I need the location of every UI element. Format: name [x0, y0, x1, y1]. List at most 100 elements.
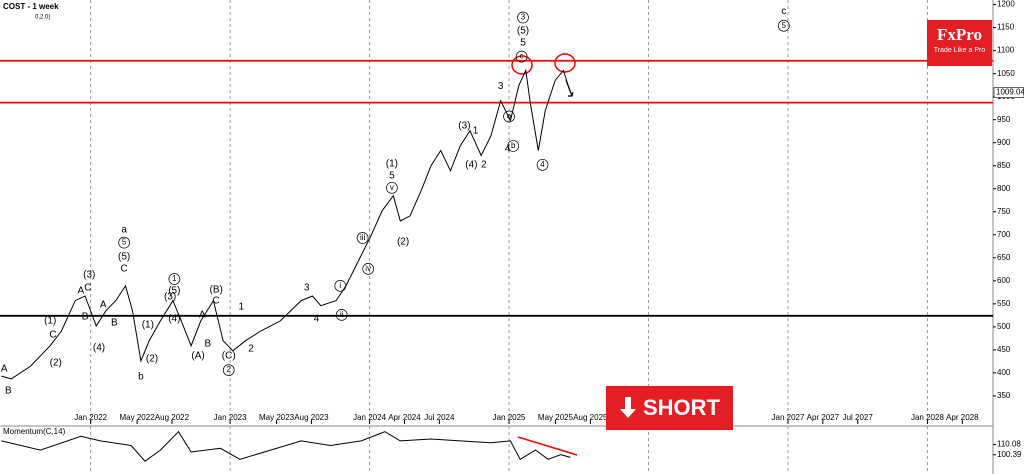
short-signal: SHORT: [606, 386, 733, 430]
wave-label: (5): [118, 252, 130, 263]
wave-label: C: [49, 329, 56, 340]
x-tick-label: Apr 2024: [388, 413, 421, 422]
wave-label: 2: [248, 344, 254, 355]
x-tick-label: Aug 2025: [573, 413, 608, 422]
wave-circle: [507, 140, 520, 152]
y-tick-label: 100.39: [997, 450, 1022, 459]
y-tick-label: 500: [997, 322, 1011, 331]
x-tick-label: Jan 2025: [493, 413, 526, 422]
wave-label: 4: [540, 160, 545, 169]
wave-label: 4: [314, 314, 320, 325]
wave-label: B: [5, 385, 12, 396]
wave-label: 2: [226, 365, 231, 374]
wave-label: (1): [142, 320, 154, 331]
x-tick-label: Apr 2027: [807, 413, 840, 422]
y-tick-label: 850: [997, 161, 1011, 170]
wave-circle: [386, 181, 398, 194]
price-line: [1, 430, 571, 462]
wave-label: 1: [473, 125, 479, 136]
wave-label: b: [511, 141, 516, 150]
wave-label: b: [138, 372, 144, 383]
y-tick-label: 800: [997, 184, 1011, 193]
wave-label: 3: [304, 282, 310, 293]
wave-label: B: [204, 339, 211, 350]
y-tick-label: 550: [997, 299, 1011, 308]
wave-label: 3: [521, 13, 526, 22]
x-tick-label: Aug 2022: [155, 413, 190, 422]
wave-circle: [536, 158, 549, 171]
y-tick-label: 700: [997, 230, 1011, 239]
wave-label: A: [1, 363, 8, 374]
down-arrow-icon: [620, 397, 636, 418]
wave-label: i: [339, 281, 341, 290]
y-tick-label: 1100: [997, 46, 1015, 55]
x-tick-label: Jan 2024: [353, 413, 386, 422]
wave-label: (1): [44, 316, 56, 327]
wave-label: c: [520, 52, 524, 61]
wave-label: B: [82, 311, 89, 322]
y-tick-label: 110.08: [997, 440, 1021, 449]
wave-label: (3): [164, 292, 176, 303]
wave-label: iii: [360, 233, 366, 242]
x-tick-label: May 2022: [120, 413, 156, 422]
wave-label: ii: [340, 310, 344, 319]
wave-label: (2): [146, 354, 158, 365]
wave-circle: [168, 273, 181, 285]
highlight-circle: [554, 53, 576, 73]
wave-circle: [517, 11, 529, 24]
wave-label: 4: [505, 143, 511, 154]
wave-label: 1: [172, 274, 177, 283]
wave-circle: [222, 364, 235, 376]
wave-circle: [362, 263, 375, 275]
y-tick-label: 950: [997, 115, 1011, 124]
wave-label: v: [390, 183, 394, 192]
wave-label: (5): [517, 25, 529, 36]
wave-label: 5: [389, 171, 395, 182]
brand-name: FxPro: [936, 25, 982, 44]
wave-label: 3: [498, 81, 504, 92]
y-tick-label: 400: [997, 368, 1011, 377]
wave-circle: [356, 232, 369, 244]
wave-label: (2): [50, 357, 62, 368]
y-tick-label: 600: [997, 276, 1011, 285]
wave-circle: [334, 280, 347, 292]
wave-circle: [335, 309, 348, 321]
wave-label: (A): [191, 351, 204, 362]
wave-label: a: [121, 224, 127, 235]
wave-label: iv: [365, 264, 371, 273]
last-price-label: 1009.04: [996, 88, 1024, 97]
price-line: [1, 68, 571, 380]
x-tick-label: Jul 2024: [424, 413, 455, 422]
indicator-title: Momentum(C,14): [3, 427, 66, 436]
wave-label: B: [111, 317, 118, 328]
wave-label: c: [781, 6, 786, 17]
wave-label: (4): [168, 314, 180, 325]
brand-tagline: Trade Like a Pro: [933, 47, 986, 54]
wave-label: C: [84, 282, 91, 293]
wave-label: 2: [481, 159, 487, 170]
x-tick-label: Aug 2023: [294, 413, 329, 422]
x-tick-label: May 2023: [259, 413, 295, 422]
wave-label: C: [121, 263, 128, 274]
x-tick-label: Apr 2028: [946, 413, 979, 422]
wave-label: (B): [210, 285, 223, 296]
x-tick-label: May 2025: [538, 413, 574, 422]
wave-label: A: [100, 299, 107, 310]
wave-label: A: [199, 310, 206, 321]
chart-subtitle: 0,2.0): [35, 15, 50, 21]
wave-circle: [515, 50, 528, 63]
wave-label: (5): [168, 286, 180, 297]
wave-circle: [118, 236, 130, 249]
highlight-circle: [511, 55, 533, 75]
x-tick-label: Jul 2027: [843, 413, 874, 422]
wave-label: 1: [238, 302, 244, 313]
last-price-box: [993, 87, 1024, 98]
x-tick-label: Jan 2022: [74, 413, 107, 422]
wave-label: (C): [222, 351, 236, 362]
wave-circle: [777, 19, 790, 32]
wave-label: 5: [520, 37, 526, 48]
x-tick-label: Jan 2027: [772, 413, 805, 422]
wave-label: C: [213, 295, 220, 306]
brand-logo: FxPro Trade Like a Pro: [927, 20, 992, 66]
